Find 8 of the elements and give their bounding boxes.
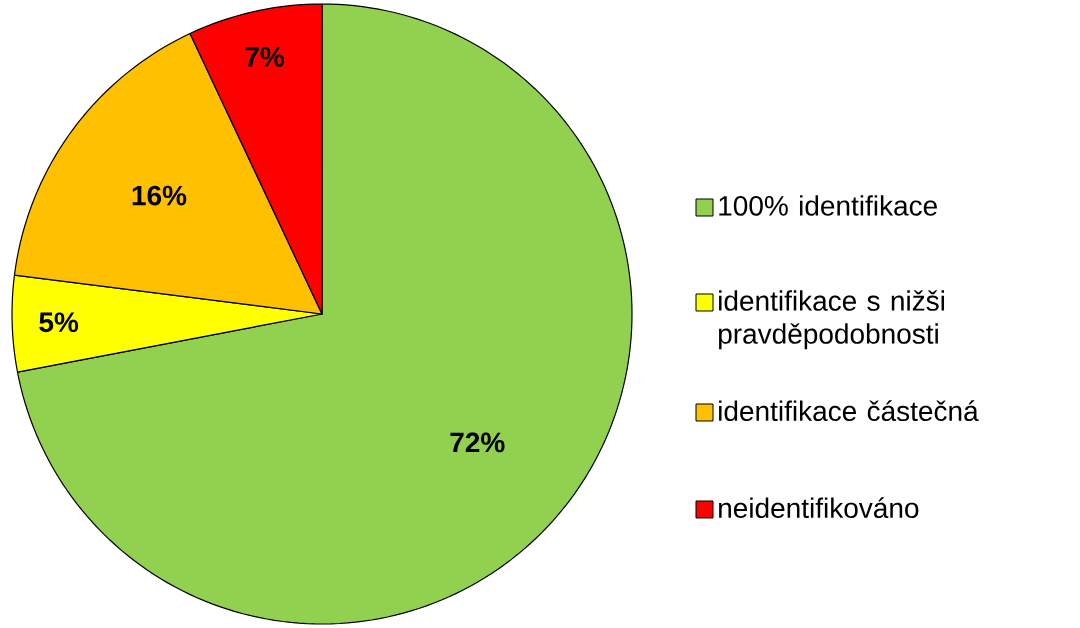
legend-label: identifikace s nižši pravděpodobnosti (719, 290, 945, 350)
legend-label: 100% identifikace (719, 195, 937, 216)
data-label: 72% (450, 432, 505, 453)
legend-label: neidentifikováno (719, 497, 919, 519)
data-label: 16% (132, 185, 187, 206)
data-label: 7% (245, 47, 285, 67)
legend-label: identifikace částečná (719, 400, 979, 422)
data-label: 5% (39, 312, 79, 333)
